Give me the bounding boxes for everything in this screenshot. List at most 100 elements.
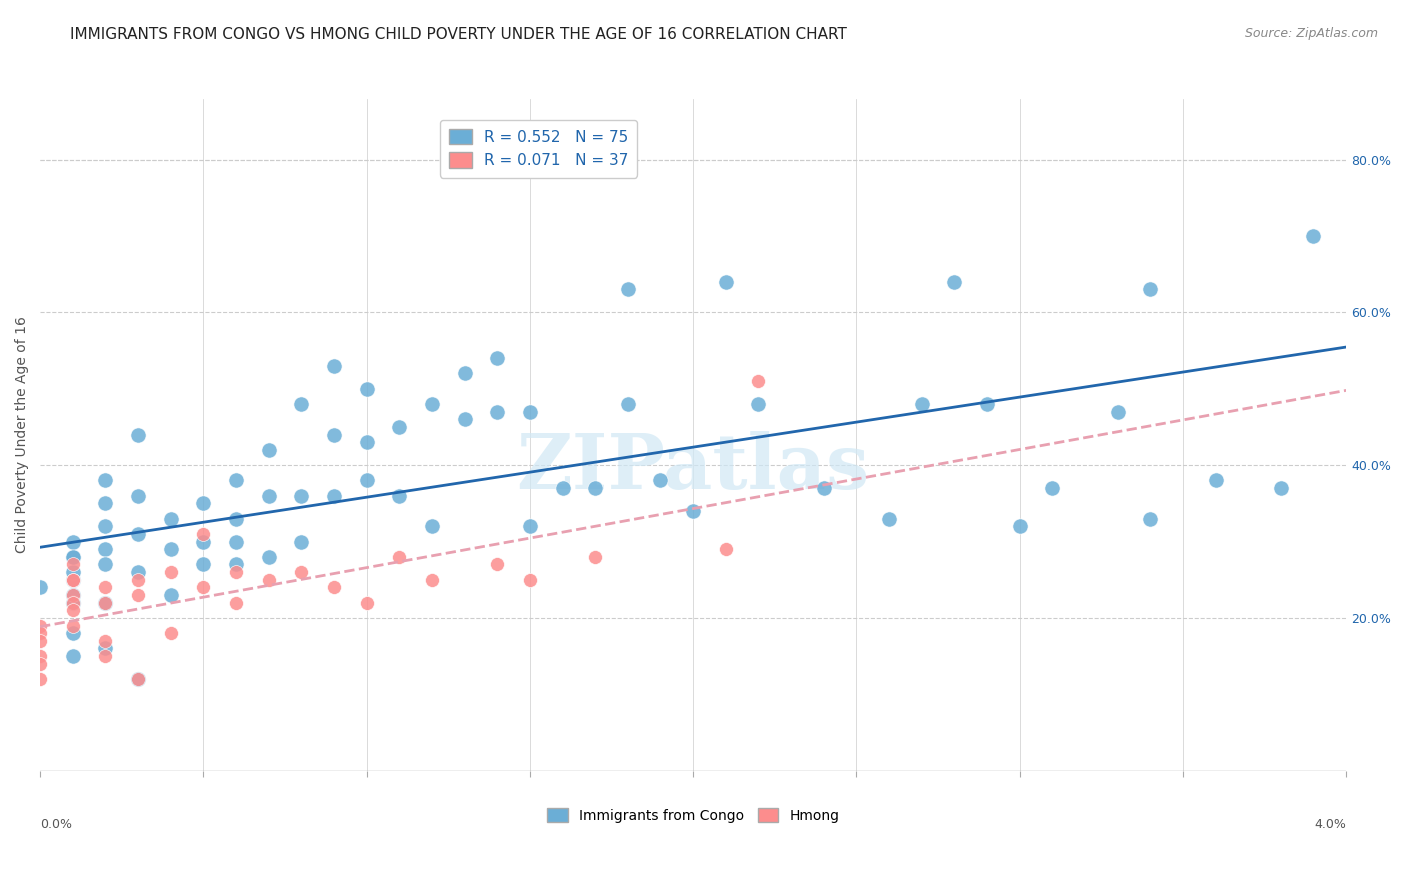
Point (30, 672, 52, 686)
Point (225, 596, 247, 610)
Point (94, 596, 117, 610)
Point (323, 489, 346, 503)
Point (976, 397, 998, 411)
Point (388, 489, 411, 503)
Point (290, 534, 312, 549)
Point (62, 573, 84, 587)
Point (62, 573, 84, 587)
Point (257, 489, 280, 503)
Point (1008, 519, 1031, 533)
Point (94, 580, 117, 594)
Point (159, 542, 181, 557)
Point (62, 573, 84, 587)
Point (356, 382, 378, 396)
Point (127, 588, 149, 602)
Point (290, 565, 312, 579)
Point (682, 504, 704, 518)
Point (127, 672, 149, 686)
Point (519, 405, 541, 419)
Point (62, 596, 84, 610)
Point (323, 359, 346, 373)
Legend: Immigrants from Congo, Hmong: Immigrants from Congo, Hmong (538, 799, 848, 831)
Point (356, 474, 378, 488)
Point (551, 481, 574, 495)
Point (943, 275, 966, 289)
Point (714, 275, 737, 289)
Point (650, 474, 672, 488)
Point (323, 580, 346, 594)
Point (225, 474, 247, 488)
Point (583, 549, 606, 564)
Point (225, 534, 247, 549)
Point (257, 549, 280, 564)
Point (94, 496, 117, 510)
Point (290, 397, 312, 411)
Point (62, 626, 84, 640)
Text: Source: ZipAtlas.com: Source: ZipAtlas.com (1244, 27, 1378, 40)
Point (94, 558, 117, 572)
Point (62, 588, 84, 602)
Point (356, 596, 378, 610)
Point (62, 558, 84, 572)
Point (62, 596, 84, 610)
Point (420, 573, 443, 587)
Point (94, 542, 117, 557)
Point (127, 565, 149, 579)
Point (62, 549, 84, 564)
Point (159, 511, 181, 525)
Point (30, 649, 52, 664)
Point (453, 412, 475, 426)
Point (62, 534, 84, 549)
Point (714, 542, 737, 557)
Point (62, 588, 84, 602)
Point (257, 573, 280, 587)
Text: 4.0%: 4.0% (1315, 818, 1346, 830)
Point (420, 519, 443, 533)
Point (193, 534, 215, 549)
Point (290, 489, 312, 503)
Point (94, 633, 117, 648)
Point (62, 549, 84, 564)
Y-axis label: Child Poverty Under the Age of 16: Child Poverty Under the Age of 16 (15, 316, 30, 553)
Point (519, 519, 541, 533)
Point (30, 633, 52, 648)
Point (225, 565, 247, 579)
Point (30, 580, 52, 594)
Point (62, 649, 84, 664)
Point (62, 618, 84, 632)
Point (486, 405, 509, 419)
Point (388, 420, 411, 434)
Point (127, 672, 149, 686)
Point (127, 527, 149, 541)
Point (159, 626, 181, 640)
Point (323, 427, 346, 442)
Point (193, 527, 215, 541)
Point (356, 435, 378, 450)
Point (1139, 511, 1161, 525)
Point (519, 573, 541, 587)
Point (420, 397, 443, 411)
Point (225, 511, 247, 525)
Point (911, 397, 934, 411)
Point (1205, 474, 1227, 488)
Point (159, 588, 181, 602)
Point (94, 596, 117, 610)
Point (62, 603, 84, 617)
Point (747, 374, 769, 388)
Point (30, 618, 52, 632)
Text: 0.0%: 0.0% (41, 818, 72, 830)
Point (813, 481, 835, 495)
Point (193, 496, 215, 510)
Point (1139, 283, 1161, 297)
Point (193, 558, 215, 572)
Point (617, 397, 640, 411)
Point (1107, 405, 1129, 419)
Point (388, 549, 411, 564)
Point (1040, 481, 1063, 495)
Point (94, 474, 117, 488)
Point (94, 649, 117, 664)
Point (30, 626, 52, 640)
Point (94, 519, 117, 533)
Point (583, 481, 606, 495)
Point (193, 580, 215, 594)
